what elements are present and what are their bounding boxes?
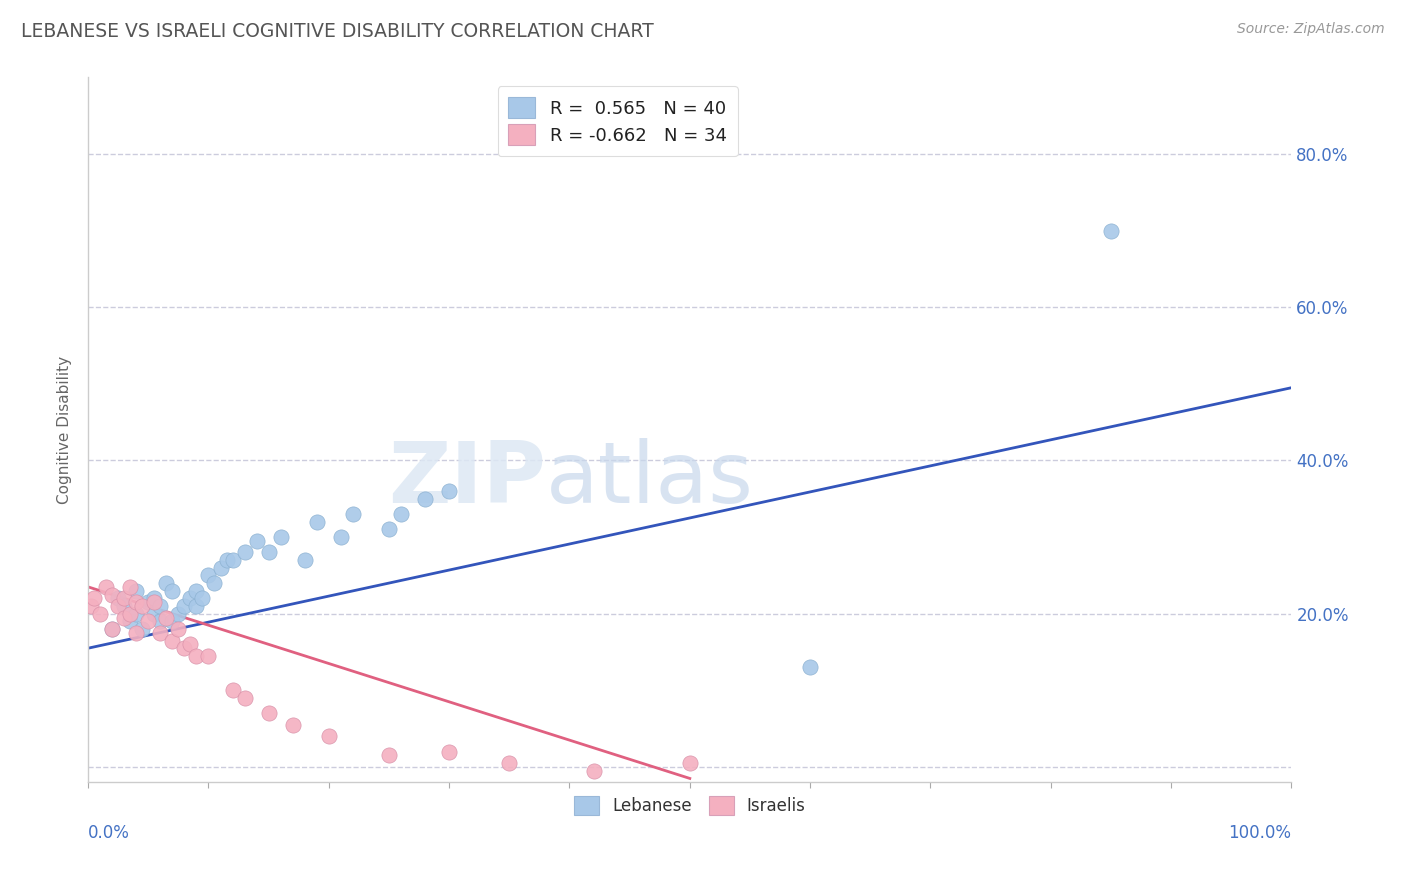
Point bbox=[270, 530, 292, 544]
Point bbox=[186, 583, 208, 598]
Point bbox=[197, 648, 219, 663]
Point bbox=[83, 591, 105, 606]
Point bbox=[162, 633, 184, 648]
Point bbox=[221, 683, 243, 698]
Point bbox=[162, 615, 184, 629]
Point bbox=[125, 583, 148, 598]
Point bbox=[342, 507, 364, 521]
Point bbox=[679, 756, 702, 771]
Point bbox=[186, 599, 208, 613]
Point bbox=[125, 595, 148, 609]
Point bbox=[233, 690, 256, 705]
Point bbox=[112, 591, 135, 606]
Point bbox=[120, 607, 142, 621]
Point bbox=[197, 568, 219, 582]
Point bbox=[112, 599, 135, 613]
Point bbox=[101, 622, 124, 636]
Point bbox=[1099, 224, 1122, 238]
Point bbox=[173, 599, 195, 613]
Point bbox=[149, 625, 172, 640]
Point bbox=[167, 607, 190, 621]
Point bbox=[101, 622, 124, 636]
Point bbox=[125, 625, 148, 640]
Point bbox=[79, 599, 101, 613]
Point bbox=[186, 648, 208, 663]
Point bbox=[215, 553, 238, 567]
Point bbox=[209, 560, 232, 574]
Point bbox=[131, 599, 153, 613]
Point bbox=[413, 491, 436, 506]
Point bbox=[257, 545, 280, 559]
Point bbox=[167, 622, 190, 636]
Point bbox=[143, 595, 166, 609]
Point bbox=[498, 756, 520, 771]
Text: atlas: atlas bbox=[546, 438, 754, 521]
Point bbox=[131, 622, 153, 636]
Y-axis label: Cognitive Disability: Cognitive Disability bbox=[58, 356, 72, 504]
Text: 100.0%: 100.0% bbox=[1229, 824, 1292, 842]
Point bbox=[143, 607, 166, 621]
Point bbox=[329, 530, 352, 544]
Point bbox=[389, 507, 412, 521]
Point bbox=[155, 576, 177, 591]
Point bbox=[233, 545, 256, 559]
Point bbox=[294, 553, 316, 567]
Point bbox=[136, 595, 159, 609]
Text: LEBANESE VS ISRAELI COGNITIVE DISABILITY CORRELATION CHART: LEBANESE VS ISRAELI COGNITIVE DISABILITY… bbox=[21, 22, 654, 41]
Point bbox=[107, 599, 129, 613]
Point bbox=[155, 610, 177, 624]
Text: Source: ZipAtlas.com: Source: ZipAtlas.com bbox=[1237, 22, 1385, 37]
Point bbox=[112, 610, 135, 624]
Point bbox=[101, 588, 124, 602]
Point bbox=[305, 515, 328, 529]
Text: ZIP: ZIP bbox=[388, 438, 546, 521]
Point bbox=[437, 745, 460, 759]
Point bbox=[582, 764, 605, 778]
Legend: Lebanese, Israelis: Lebanese, Israelis bbox=[565, 788, 814, 823]
Point bbox=[246, 533, 269, 548]
Point bbox=[143, 591, 166, 606]
Point bbox=[221, 553, 243, 567]
Point bbox=[120, 580, 142, 594]
Point bbox=[799, 660, 821, 674]
Point bbox=[281, 718, 304, 732]
Point bbox=[162, 583, 184, 598]
Point bbox=[179, 591, 201, 606]
Point bbox=[96, 580, 118, 594]
Point bbox=[149, 599, 172, 613]
Text: 0.0%: 0.0% bbox=[89, 824, 129, 842]
Point bbox=[378, 523, 401, 537]
Point bbox=[437, 484, 460, 499]
Point bbox=[173, 641, 195, 656]
Point bbox=[179, 637, 201, 651]
Point bbox=[378, 748, 401, 763]
Point bbox=[191, 591, 214, 606]
Point bbox=[120, 615, 142, 629]
Point bbox=[318, 729, 340, 743]
Point bbox=[125, 607, 148, 621]
Point bbox=[204, 576, 226, 591]
Point bbox=[149, 615, 172, 629]
Point bbox=[107, 591, 129, 606]
Point bbox=[136, 615, 159, 629]
Point bbox=[257, 706, 280, 721]
Point bbox=[89, 607, 111, 621]
